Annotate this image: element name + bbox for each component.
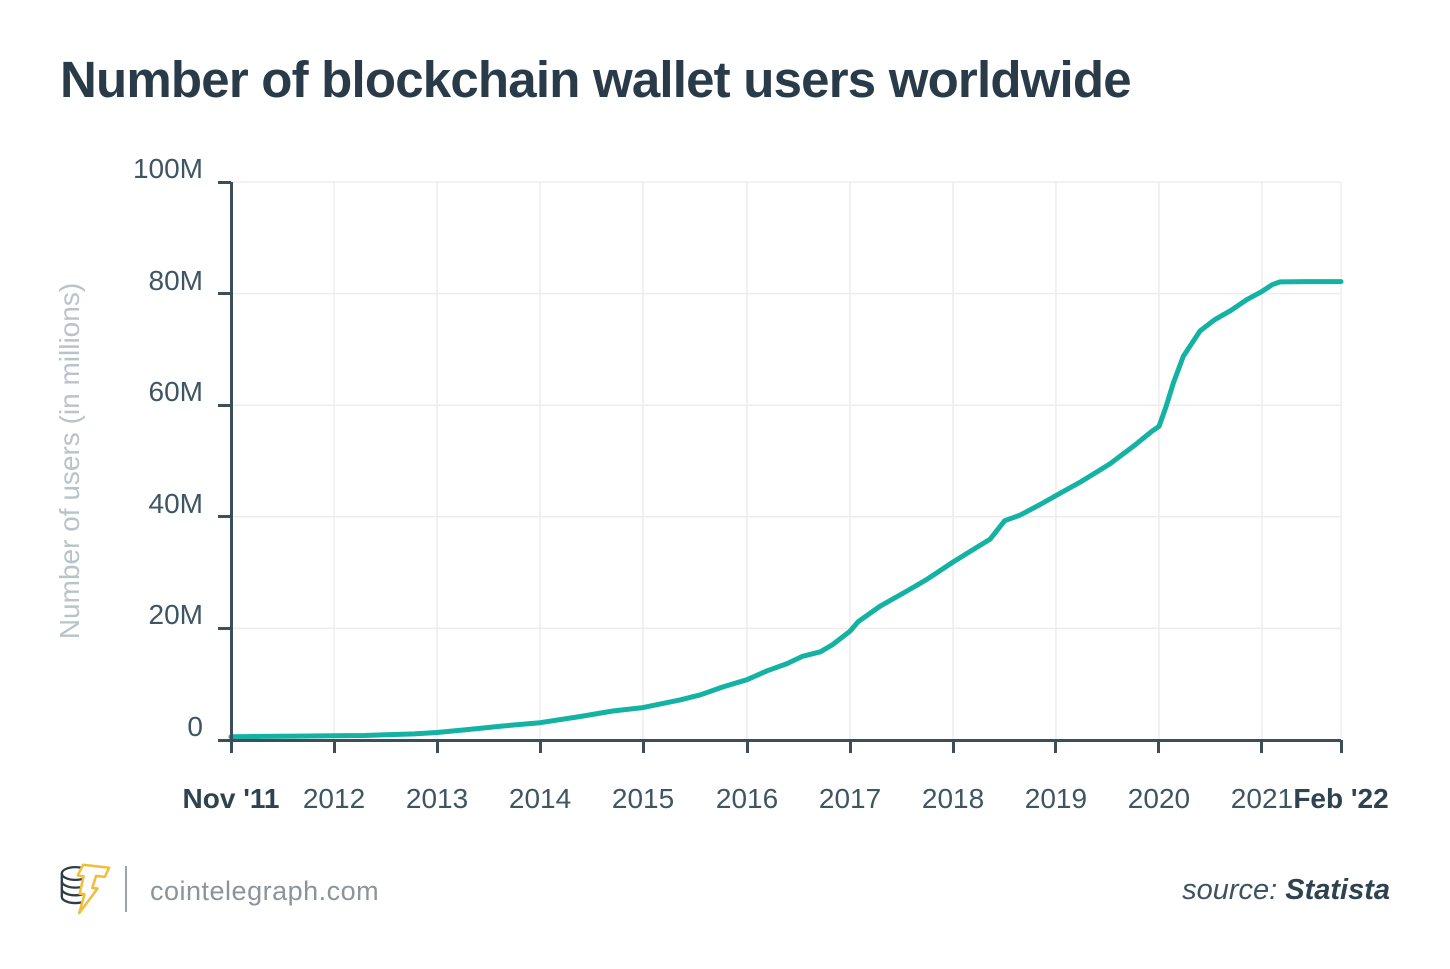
footer: cointelegraph.com source: Statista <box>0 852 1450 932</box>
chart-title: Number of blockchain wallet users worldw… <box>60 51 1132 108</box>
x-axis-tick <box>1157 740 1161 753</box>
x-tick-label: 2015 <box>611 783 675 814</box>
wallet-users-line <box>228 279 1344 740</box>
x-axis-line <box>218 738 1341 742</box>
x-tick-label: 2021 <box>1230 783 1294 814</box>
y-axis-title: Number of users (in millions) <box>54 282 85 640</box>
y-axis-tick <box>218 403 231 407</box>
y-axis-line <box>229 182 233 753</box>
x-axis-tick <box>538 740 542 753</box>
x-axis-tick <box>1260 740 1264 753</box>
source-name: Statista <box>1285 874 1390 906</box>
y-tick-label: 100M <box>132 153 203 184</box>
x-tick-label: 2014 <box>508 783 572 814</box>
x-tick-label: Nov '11 <box>182 783 280 814</box>
x-axis-tick <box>745 740 749 753</box>
x-tick-label: 2016 <box>715 783 779 814</box>
x-axis-tick <box>1054 740 1058 753</box>
y-axis-tick <box>218 515 231 519</box>
y-axis-tick <box>218 180 231 184</box>
y-axis-tick <box>218 292 231 296</box>
cointelegraph-logo <box>60 863 111 915</box>
x-axis-tick <box>848 740 852 753</box>
x-tick-label: Feb '22 <box>1293 783 1389 814</box>
gridlines <box>231 181 1342 740</box>
site-name: cointelegraph.com <box>150 876 380 906</box>
x-axis-tick <box>435 740 439 753</box>
x-tick-label: 2013 <box>405 783 469 814</box>
x-axis-tick <box>1339 740 1343 753</box>
x-tick-label: 2017 <box>818 783 882 814</box>
x-axis-tick <box>332 740 336 753</box>
plot-area: 100M 80M 60M 40M 20M 0 Nov '11 2012 2013 2014 2015… <box>133 154 1389 814</box>
x-tick-label: 2020 <box>1127 783 1191 814</box>
footer-divider <box>125 866 127 912</box>
lightning-t-icon <box>76 863 111 915</box>
y-axis-tick <box>218 626 231 630</box>
x-axis-tick <box>951 740 955 753</box>
y-tick-label: 80M <box>148 264 203 296</box>
x-tick-label: 2019 <box>1024 783 1088 814</box>
x-tick-label: 2018 <box>921 783 985 814</box>
y-tick-label: 60M <box>148 376 203 408</box>
y-tick-label: 20M <box>148 599 203 631</box>
x-tick-label: 2012 <box>302 783 366 814</box>
x-axis-tick <box>641 740 645 753</box>
source-credit: source: Statista <box>1182 874 1390 907</box>
line-chart-svg <box>228 181 1344 740</box>
source-label: source: <box>1182 874 1278 906</box>
y-tick-label: 0 <box>187 711 203 742</box>
y-tick-label: 40M <box>148 487 203 519</box>
